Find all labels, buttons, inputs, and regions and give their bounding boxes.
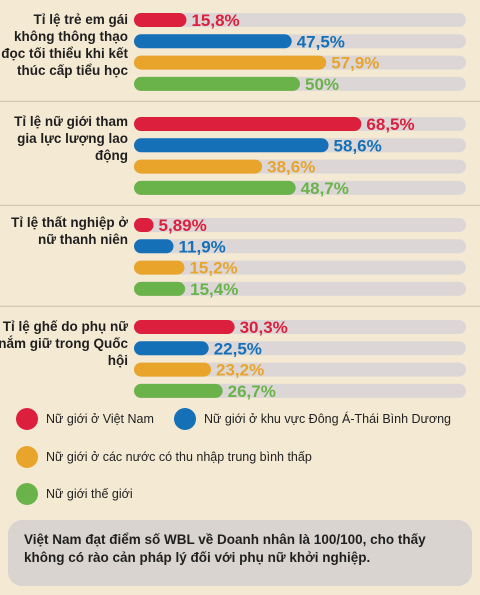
legend-swatch-east-asia-pacific — [174, 408, 196, 430]
legend-item-world: Nữ giới thế giới — [16, 483, 133, 505]
legend-label-world: Nữ giới thế giới — [46, 487, 133, 501]
value-label-east-asia-pacific: 58,6% — [334, 136, 382, 155]
bar-lower-middle-income — [134, 362, 212, 377]
bar-chart: 15,8% 47,5% 57,9% 50% 68,5% 58,6% 38,6% 48,7% 5,… — [0, 11, 480, 400]
bar-world — [134, 180, 296, 195]
group-label: Tỉ lệ nữ giới tham gia lực lượng lao độn… — [14, 114, 128, 163]
value-label-vietnam: 30,3% — [240, 318, 288, 337]
value-label-vietnam: 68,5% — [366, 115, 414, 134]
bar-lower-middle-income — [134, 260, 185, 275]
bar-vietnam — [134, 320, 235, 334]
value-label-vietnam: 15,8% — [191, 11, 239, 30]
bar-east-asia-pacific — [134, 34, 292, 49]
group-label: Tỉ lệ trẻ em gái không thông thạo đọc tố… — [1, 12, 128, 78]
value-label-world: 48,7% — [301, 179, 349, 198]
legend-swatch-lower-middle-income — [16, 446, 38, 468]
value-label-east-asia-pacific: 11,9% — [179, 237, 226, 256]
bar-world — [134, 76, 300, 91]
group-label: Tỉ lệ thất nghiệp ở nữ thanh niên — [11, 215, 128, 247]
bar-vietnam — [134, 117, 362, 131]
bar-lower-middle-income — [134, 159, 263, 174]
legend-label-east-asia-pacific: Nữ giới ở khu vực Đông Á-Thái Bình Dương — [204, 412, 452, 426]
legend-item-east-asia-pacific: Nữ giới ở khu vực Đông Á-Thái Bình Dương — [174, 408, 451, 430]
bar-world — [134, 383, 223, 398]
legend-item-lower-middle-income: Nữ giới ở các nước có thu nhập trung bìn… — [16, 446, 312, 468]
group-label: Tỉ lệ ghế do phụ nữ nắm giữ trong Quốc h… — [0, 319, 128, 368]
legend-label-vietnam: Nữ giới ở Việt Nam — [46, 412, 154, 426]
note-box: Việt Nam đạt điểm số WBL về Doanh nhân l… — [8, 520, 472, 586]
legend-swatch-vietnam — [16, 408, 38, 430]
bar-track — [134, 362, 466, 377]
bar-track — [134, 260, 466, 275]
bar-track — [134, 281, 466, 296]
legend-swatch-world — [16, 483, 38, 505]
bar-track — [134, 218, 466, 232]
value-label-world: 26,7% — [228, 382, 276, 400]
bar-east-asia-pacific — [134, 239, 174, 254]
legend-item-vietnam: Nữ giới ở Việt Nam — [16, 408, 154, 430]
value-label-world: 15,4% — [190, 280, 238, 299]
value-label-lower-middle-income: 57,9% — [331, 54, 379, 73]
value-label-lower-middle-income: 23,2% — [216, 361, 264, 380]
bar-track — [134, 13, 466, 27]
value-label-world: 50% — [305, 75, 339, 94]
legend-label-lower-middle-income: Nữ giới ở các nước có thu nhập trung bìn… — [46, 450, 312, 464]
legend: Nữ giới ở Việt Nam Nữ giới ở khu vực Đôn… — [16, 408, 476, 518]
bar-track — [134, 239, 466, 254]
value-label-east-asia-pacific: 22,5% — [214, 339, 262, 358]
value-label-lower-middle-income: 15,2% — [189, 259, 237, 278]
bar-vietnam — [134, 218, 154, 232]
value-label-east-asia-pacific: 47,5% — [297, 32, 345, 51]
bar-lower-middle-income — [134, 55, 327, 70]
bar-track — [134, 341, 466, 356]
bar-vietnam — [134, 13, 187, 27]
bar-world — [134, 281, 186, 296]
bar-east-asia-pacific — [134, 341, 209, 356]
bar-east-asia-pacific — [134, 138, 329, 153]
value-label-vietnam: 5,89% — [159, 216, 207, 235]
value-label-lower-middle-income: 38,6% — [267, 158, 315, 177]
